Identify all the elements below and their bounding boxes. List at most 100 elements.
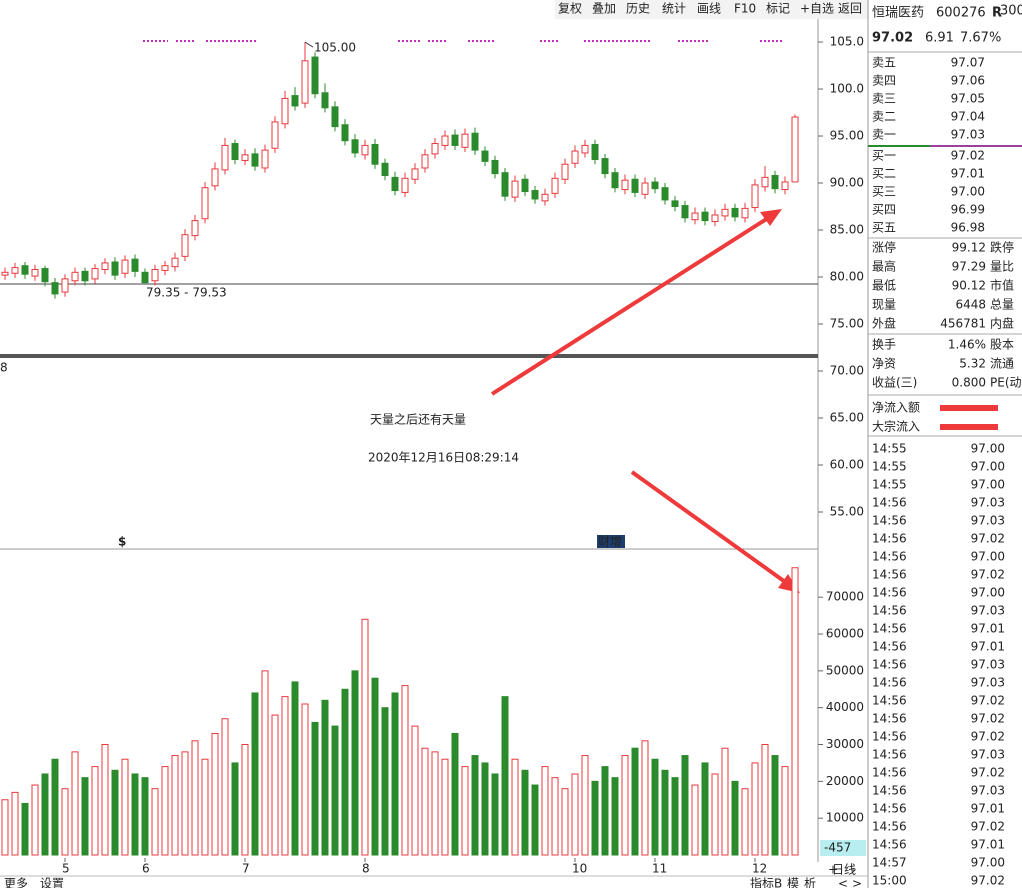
book-price: 97.05 bbox=[951, 92, 985, 106]
candle-body bbox=[391, 176, 399, 192]
y-tick-label: 105.0 bbox=[830, 35, 864, 49]
y-tick-label: 60000 bbox=[826, 627, 864, 641]
candle-body bbox=[71, 271, 79, 282]
volume-bar bbox=[621, 755, 629, 856]
volume-bar bbox=[121, 758, 129, 856]
toolbar-button[interactable]: 统计 bbox=[662, 2, 686, 16]
volume-bar bbox=[141, 777, 149, 856]
nav-button[interactable]: > bbox=[852, 877, 862, 888]
book-price: 97.07 bbox=[951, 56, 985, 70]
nav-button[interactable]: - bbox=[852, 863, 856, 877]
stat-value: 5.32 bbox=[959, 357, 986, 371]
toolbar-button[interactable]: 标记 bbox=[766, 2, 790, 16]
analysis-tab[interactable]: 析 bbox=[804, 877, 816, 888]
candle-body bbox=[671, 200, 679, 208]
candle-body bbox=[631, 178, 639, 193]
mode-tab[interactable]: 模 bbox=[787, 877, 799, 888]
stat-label: PE(动 bbox=[990, 376, 1022, 390]
candle-body bbox=[221, 144, 229, 171]
candle-body bbox=[741, 207, 749, 219]
candle-body bbox=[151, 268, 159, 282]
candle-body bbox=[411, 168, 419, 180]
volume-bar bbox=[291, 681, 299, 856]
low-label: 79.35 - 79.53 bbox=[146, 286, 227, 300]
tick-time: 14:56 bbox=[872, 766, 907, 780]
tick-price: 97.00 bbox=[971, 478, 1005, 492]
candle-body bbox=[41, 268, 49, 283]
book-price: 96.99 bbox=[951, 203, 985, 217]
toolbar-button[interactable]: F10 bbox=[734, 2, 756, 16]
stat-label: 涨停 bbox=[872, 240, 896, 255]
toolbar-button[interactable]: 叠加 bbox=[592, 2, 616, 16]
y-tick-label: 20000 bbox=[826, 774, 864, 788]
volume-bar bbox=[301, 703, 309, 856]
book-label: 买三 bbox=[872, 185, 896, 199]
volume-bar bbox=[271, 714, 279, 856]
candle-body bbox=[31, 268, 39, 277]
volume-bar bbox=[51, 758, 59, 856]
y-tick-label: 100.0 bbox=[830, 82, 864, 96]
nav-button[interactable]: < bbox=[838, 877, 848, 888]
x-tick-label: 11 bbox=[652, 862, 667, 876]
tick-time: 14:55 bbox=[872, 442, 907, 456]
candle-body bbox=[91, 268, 99, 280]
candle-body bbox=[161, 265, 169, 271]
tick-price: 97.00 bbox=[971, 442, 1005, 456]
stat-label: 跌停 bbox=[990, 240, 1014, 255]
stat-value: 90.12 bbox=[952, 279, 986, 293]
volume-bar bbox=[581, 755, 589, 856]
stat-label: 内盘 bbox=[990, 316, 1014, 331]
toolbar-button[interactable]: 画线 bbox=[697, 2, 721, 16]
tick-time: 14:56 bbox=[872, 550, 907, 564]
candle-body bbox=[111, 261, 119, 276]
candle-body bbox=[571, 150, 579, 164]
candle-body bbox=[21, 265, 29, 275]
volume-bar bbox=[631, 747, 639, 856]
candle-body bbox=[721, 208, 729, 217]
volume-bar bbox=[211, 732, 219, 856]
y-tick-label: 70000 bbox=[826, 590, 864, 604]
toolbar-button[interactable]: +自选 bbox=[800, 2, 834, 16]
candle-body bbox=[601, 158, 609, 175]
book-label: 卖一 bbox=[872, 128, 896, 142]
stock-name: 恒瑞医药 bbox=[872, 6, 924, 21]
volume-bar bbox=[471, 755, 479, 856]
toolbar-button[interactable]: 复权 bbox=[558, 2, 582, 16]
volume-bar bbox=[731, 780, 739, 856]
stat-label: 市值 bbox=[990, 278, 1014, 293]
candle-body bbox=[281, 97, 289, 125]
book-label: 卖四 bbox=[872, 74, 896, 88]
stat-label: 量比 bbox=[990, 260, 1014, 274]
toolbar-button[interactable]: 历史 bbox=[626, 2, 650, 16]
settings-tab[interactable]: 设置 bbox=[40, 877, 64, 888]
candle-body bbox=[1, 271, 9, 276]
tick-time: 15:00 bbox=[872, 874, 907, 888]
candle-body bbox=[331, 106, 339, 128]
volume-bar bbox=[41, 773, 49, 856]
volume-bar bbox=[31, 784, 39, 856]
y-tick-label: 65.00 bbox=[830, 411, 864, 425]
candle-body bbox=[691, 212, 699, 221]
candle-body bbox=[661, 187, 669, 201]
nav-button[interactable]: + bbox=[828, 863, 838, 877]
period-button[interactable]: 日线 bbox=[832, 863, 856, 877]
indicator-tab[interactable]: 指标B bbox=[750, 876, 782, 888]
tick-price: 97.03 bbox=[971, 784, 1005, 798]
more-tab[interactable]: 更多 bbox=[4, 877, 28, 888]
y-tick-label: 30000 bbox=[826, 737, 864, 751]
candle-body bbox=[201, 187, 209, 220]
toolbar bbox=[555, 0, 868, 19]
tick-price: 97.00 bbox=[971, 550, 1005, 564]
volume-bar bbox=[451, 732, 459, 856]
tick-price: 97.01 bbox=[971, 622, 1005, 636]
volume-bar bbox=[701, 762, 709, 856]
tick-price: 97.03 bbox=[971, 604, 1005, 618]
toolbar-button[interactable]: 返回 bbox=[838, 2, 862, 16]
candle-body bbox=[61, 278, 69, 293]
candle-body bbox=[341, 124, 349, 142]
book-label: 买一 bbox=[872, 149, 896, 163]
candle-body bbox=[461, 133, 469, 148]
volume-bar bbox=[381, 707, 389, 856]
tick-time: 14:56 bbox=[872, 622, 907, 636]
candle-body bbox=[621, 179, 629, 191]
